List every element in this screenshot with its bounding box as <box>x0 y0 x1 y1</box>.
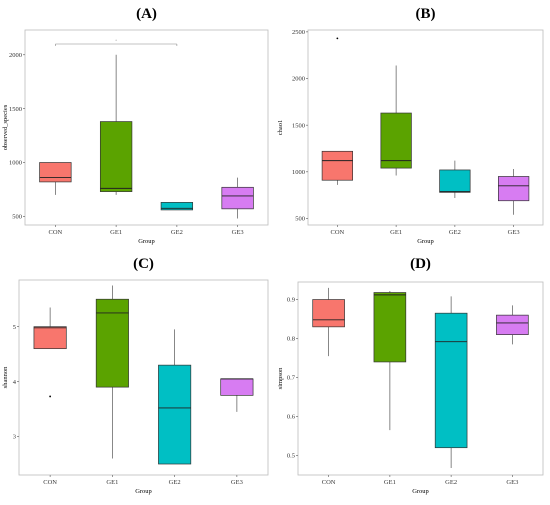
y-tick-label: 4 <box>13 379 17 386</box>
y-tick-label: 0.7 <box>287 375 296 382</box>
x-tick-label: GE1 <box>106 479 118 486</box>
x-tick-label: CON <box>43 479 57 486</box>
x-tick-label: GE3 <box>231 479 243 486</box>
box-ge3 <box>496 314 529 335</box>
x-axis-label: Group <box>417 238 434 245</box>
y-axis-label: observed_species <box>2 104 9 150</box>
box-ge2 <box>160 202 194 211</box>
plot-frame <box>297 281 544 476</box>
box-ge1 <box>380 112 412 169</box>
box-ge3 <box>220 378 254 396</box>
x-tick-label: CON <box>331 229 345 236</box>
box-ge1 <box>99 121 133 192</box>
y-tick-label: 2500 <box>292 29 305 36</box>
x-tick-label: GE2 <box>449 229 461 236</box>
x-tick-label: CON <box>49 229 63 236</box>
x-tick-label: CON <box>322 479 336 486</box>
x-tick-label: GE3 <box>232 229 244 236</box>
plot-frame <box>18 279 269 476</box>
y-tick-label: 500 <box>295 216 305 223</box>
panel-label: (B) <box>416 6 436 22</box>
box-con <box>33 326 67 350</box>
x-tick-label: GE3 <box>508 229 520 236</box>
y-tick-label: 0.5 <box>287 453 295 460</box>
x-tick-label: GE2 <box>169 479 181 486</box>
boxplot-shannon: (C) 3 4 5 CON GE1 GE2 GE3 Group shannon <box>2 256 269 495</box>
box-con <box>321 150 353 181</box>
y-tick-label: 5 <box>13 324 16 331</box>
box-ge2 <box>158 364 192 465</box>
plot-frame <box>307 29 544 226</box>
x-tick-label: GE3 <box>506 479 518 486</box>
y-tick-label: 2000 <box>292 76 305 83</box>
significance-label: · <box>115 37 117 44</box>
y-tick-label: 0.8 <box>287 336 295 343</box>
y-tick-label: 1500 <box>9 106 22 113</box>
x-tick-label: GE1 <box>110 229 122 236</box>
x-tick-label: GE2 <box>445 479 457 486</box>
panel-label: (C) <box>133 256 154 272</box>
chart-panel-a: (A) 500 1000 1500 2000 CON GE1 GE2 GE3 Group obser… <box>0 0 275 250</box>
plot-frame <box>24 29 269 226</box>
box-ge1 <box>95 298 129 388</box>
outlier-point <box>49 395 52 398</box>
y-tick-label: 0.9 <box>287 297 295 304</box>
boxplot-observed-species: (A) 500 1000 1500 2000 CON GE1 GE2 GE3 Group obser… <box>2 6 269 245</box>
x-tick-label: GE1 <box>384 479 396 486</box>
boxplot-simpson: (D) 0.5 0.6 0.7 0.8 0.9 CON GE1 GE2 GE3 Group simps… <box>277 256 544 495</box>
x-axis-label: Group <box>412 488 429 495</box>
y-tick-label: 1000 <box>292 169 305 176</box>
y-tick-label: 3 <box>13 434 16 441</box>
x-axis-label: Group <box>138 238 155 245</box>
y-axis-label: simpson <box>277 367 284 389</box>
y-axis-label: shannon <box>2 366 9 388</box>
box-ge1 <box>373 292 407 363</box>
box-con <box>312 299 345 328</box>
box-ge3 <box>498 176 530 202</box>
panel-label: (D) <box>410 256 431 272</box>
x-axis-label: Group <box>135 488 152 495</box>
box-ge2 <box>439 169 471 193</box>
chart-panel-c: (C) 3 4 5 CON GE1 GE2 GE3 Group shannon <box>0 250 275 500</box>
y-tick-label: 2000 <box>9 52 22 59</box>
chart-panel-b: (B) 500 1000 1500 2000 2500 CON GE1 GE2 GE3 Group c… <box>275 0 550 250</box>
panel-label: (A) <box>136 6 157 22</box>
y-axis-label: chao1 <box>277 120 284 136</box>
outlier-point <box>336 37 339 40</box>
chart-panel-d: (D) 0.5 0.6 0.7 0.8 0.9 CON GE1 GE2 GE3 Group simps… <box>275 250 550 500</box>
x-tick-label: GE1 <box>390 229 402 236</box>
y-tick-label: 500 <box>12 214 22 221</box>
boxplot-chao1: (B) 500 1000 1500 2000 2500 CON GE1 GE2 GE3 Group c… <box>277 6 544 245</box>
x-tick-label: GE2 <box>171 229 183 236</box>
box-ge2 <box>434 312 468 449</box>
box-con <box>39 162 72 183</box>
y-tick-label: 1000 <box>9 160 22 167</box>
box-ge3 <box>221 186 254 210</box>
y-tick-label: 1500 <box>292 122 305 129</box>
y-tick-label: 0.6 <box>287 414 296 421</box>
